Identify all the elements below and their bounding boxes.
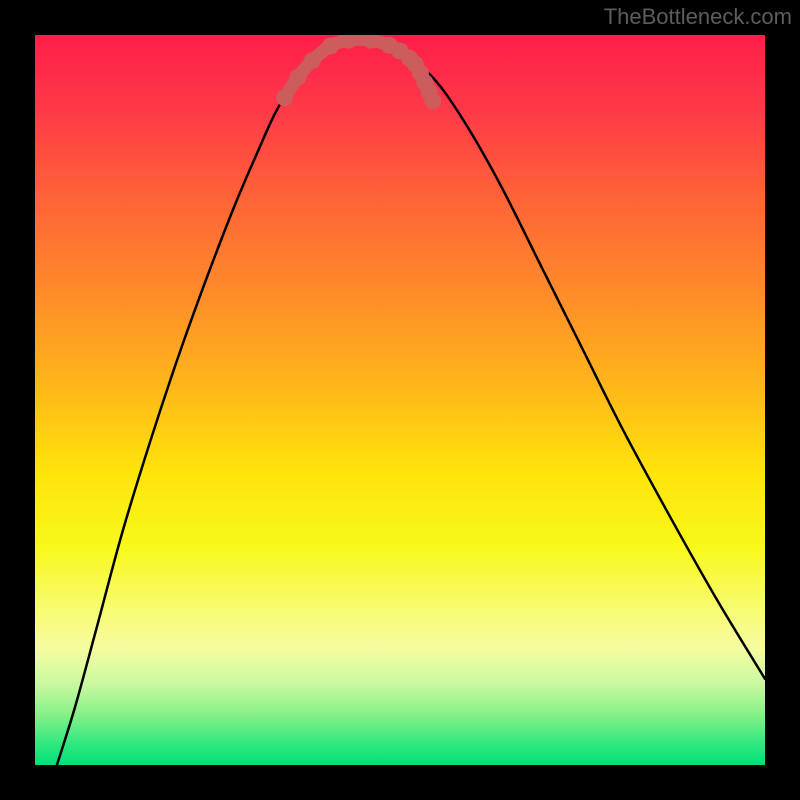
highlight-marker: [276, 89, 293, 106]
highlight-marker: [322, 37, 339, 54]
highlight-marker: [289, 69, 306, 86]
gradient-area: [35, 35, 765, 765]
highlight-marker: [424, 92, 441, 109]
watermark-text: TheBottleneck.com: [604, 4, 792, 30]
chart-svg: [0, 0, 800, 800]
chart-container: TheBottleneck.com: [0, 0, 800, 800]
highlight-marker: [304, 52, 321, 69]
